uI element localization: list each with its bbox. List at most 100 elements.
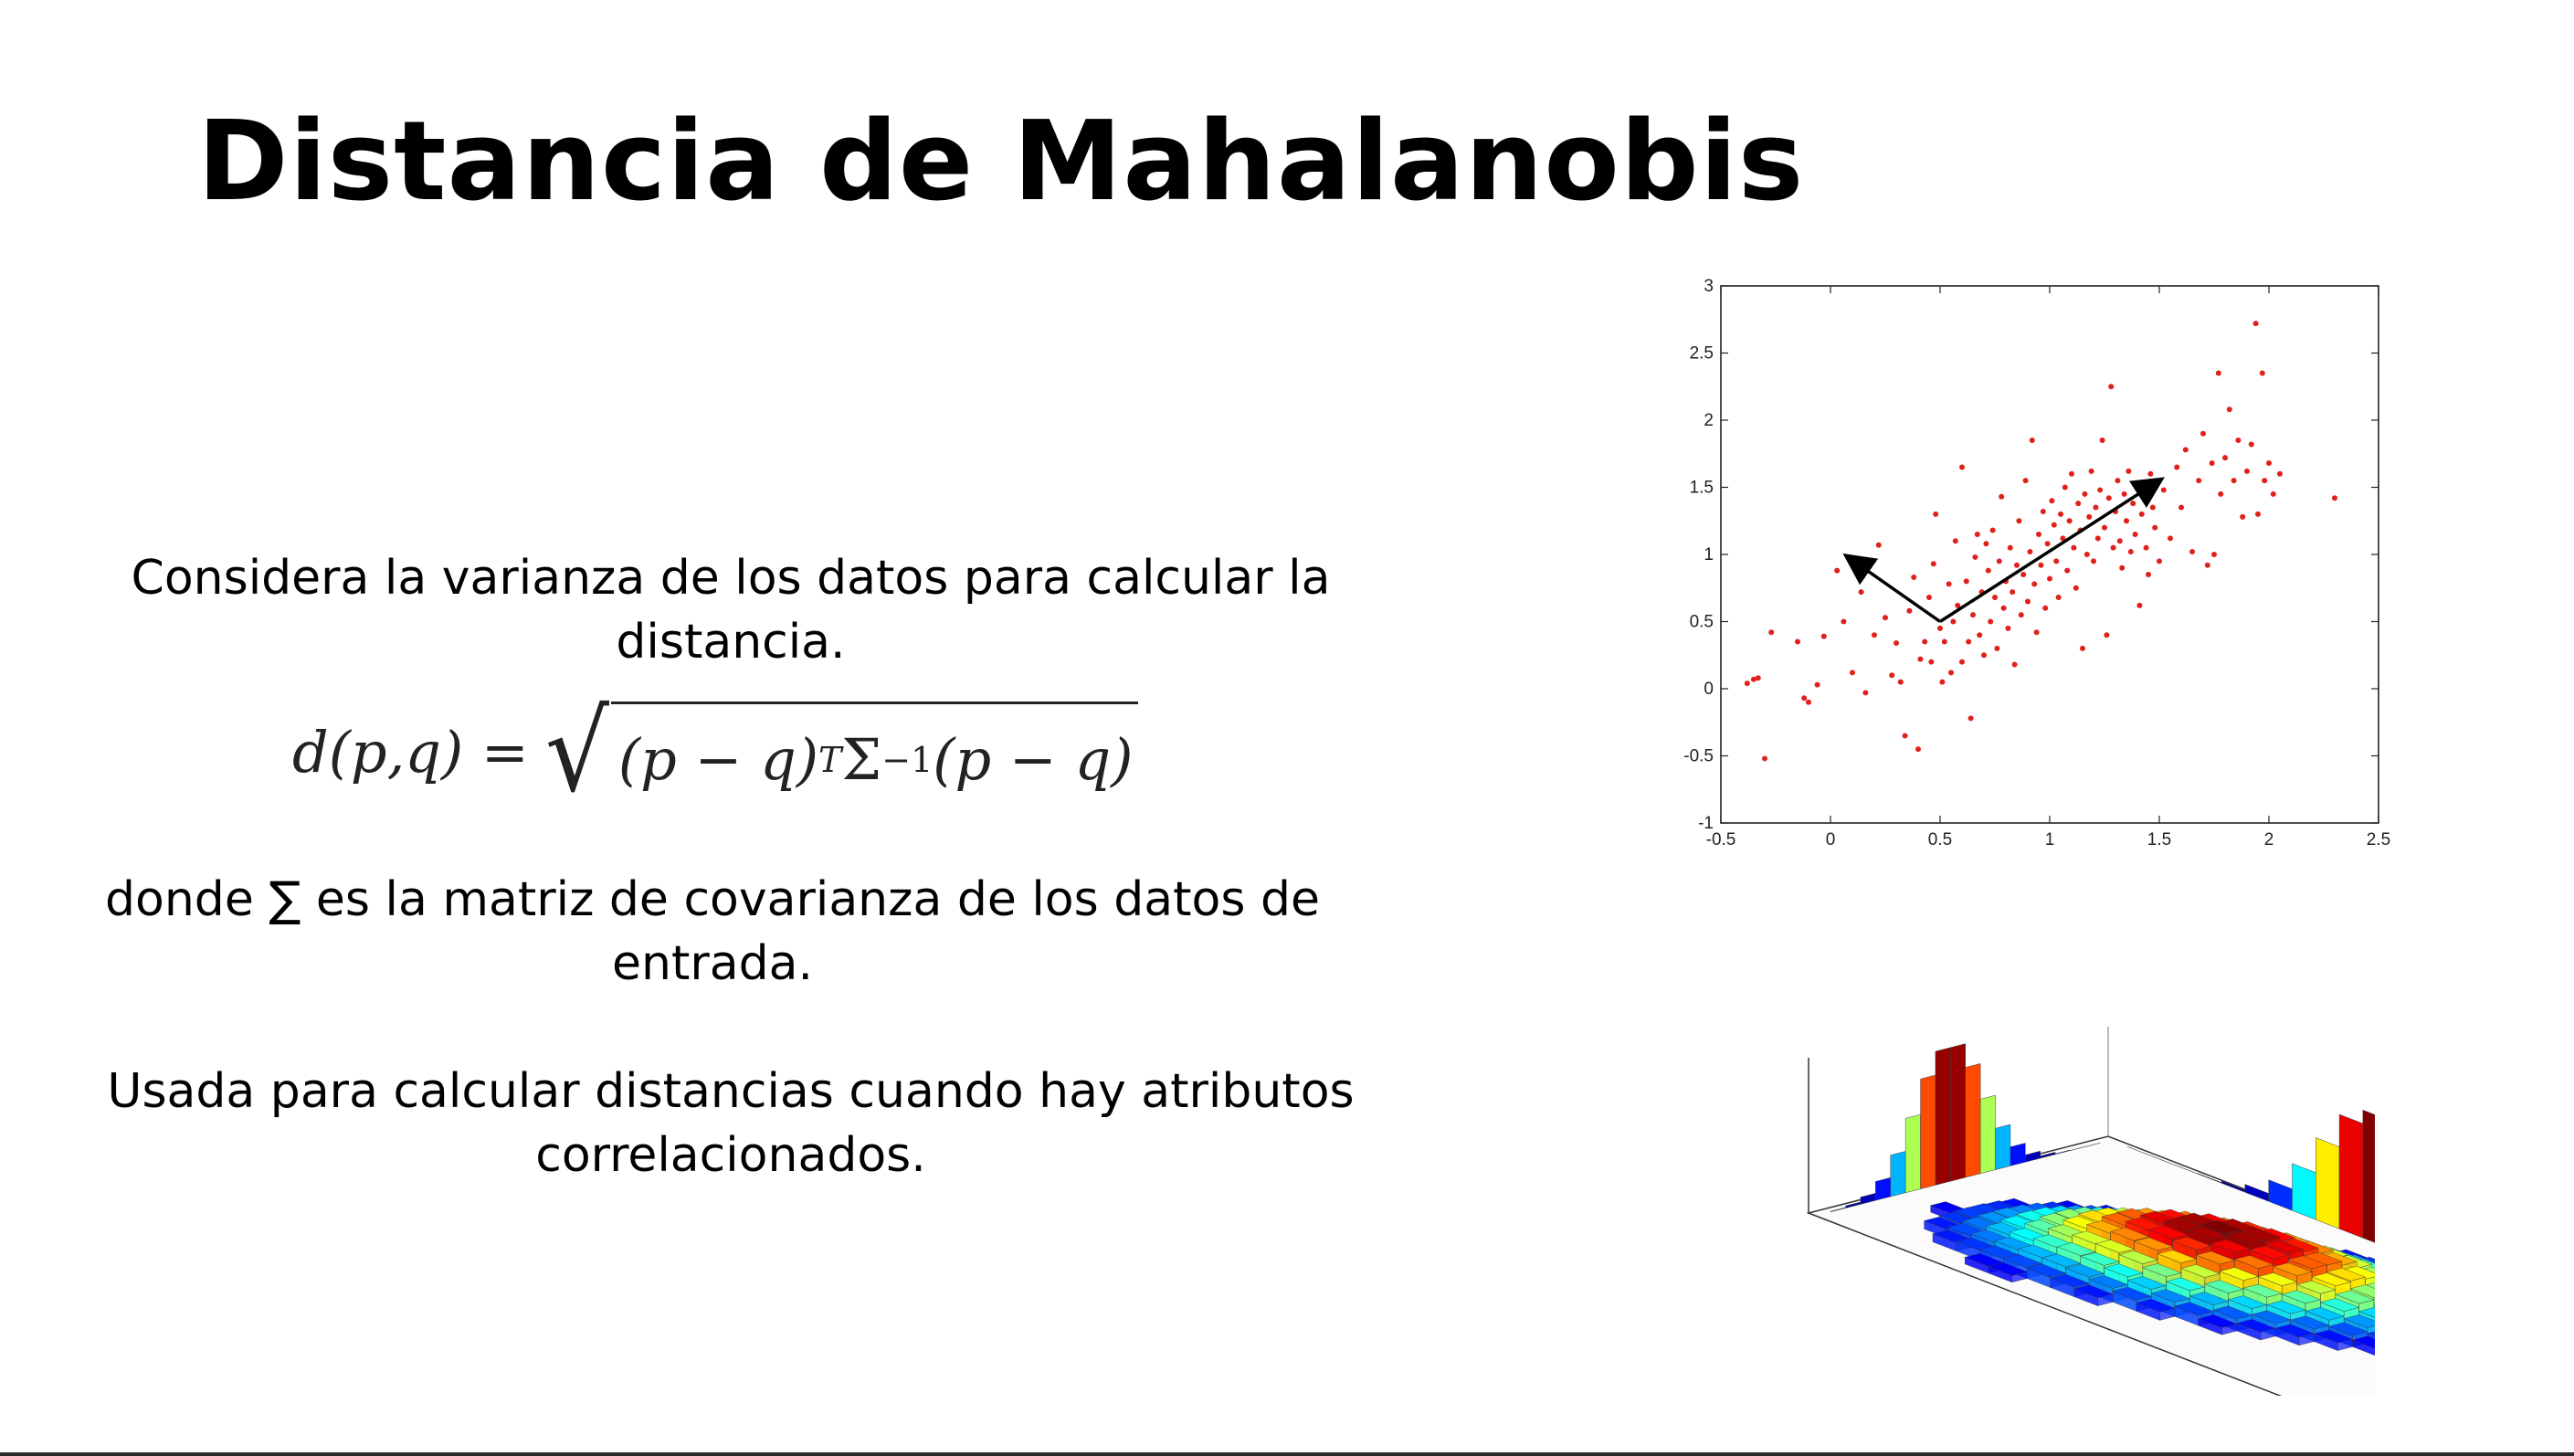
data-point [2215,370,2221,376]
histogram-bar-top [2305,1306,2345,1321]
data-point [2073,585,2079,591]
data-point [2040,508,2046,514]
marginal-bar-right [2316,1137,2340,1229]
histogram-bar-top [2142,1263,2182,1277]
data-point [2152,524,2158,531]
data-point [2332,495,2337,501]
histogram-bar-top [2112,1286,2152,1301]
marginal-bar-right [2362,1109,2375,1243]
x-tick-label: 0 [1826,830,1836,849]
histogram-bar-top [2204,1280,2244,1293]
data-point [1946,581,1952,587]
y-tick-label: 1.5 [1690,479,1714,498]
histogram-bar-top [2118,1250,2158,1264]
data-point [1959,464,1965,470]
data-point [2083,552,2090,557]
data-point [2086,513,2093,520]
histogram-bar-top [2103,1263,2144,1278]
histogram-bar-top [2148,1225,2189,1240]
data-point [2204,562,2210,568]
data-point [2044,541,2051,547]
data-point [1883,615,1888,621]
data-point [1939,679,1946,685]
data-point [2160,487,2167,493]
data-point [1963,578,1969,585]
marginal-bar-left [2025,1150,2041,1163]
histogram-bar-top [2358,1307,2375,1318]
usage-text: Usada para calcular distancias cuando ha… [107,1064,1355,1183]
histogram-bar-top [2174,1302,2214,1316]
histogram-bar-top [2080,1252,2120,1266]
data-point [2135,481,2140,488]
marginal-bar-left [2054,1149,2071,1155]
histogram-bar-top [2251,1310,2292,1324]
data-point [1941,638,1947,645]
data-point [2094,535,2101,542]
data-point [1762,755,1767,762]
bottom-divider [0,1452,2574,1456]
data-point [1955,602,1961,608]
marginal-bar-left [1920,1074,1936,1189]
data-point [1996,558,2002,564]
data-point [1992,595,1998,601]
data-point [2011,661,2018,668]
data-point [1889,672,1895,679]
data-point [1959,659,1965,665]
3d-histogram-image [1806,1027,2375,1396]
data-point [2259,370,2265,376]
data-point [2218,491,2224,497]
data-point [2115,478,2121,484]
data-point [1850,670,1855,676]
histogram-bar-top [2195,1250,2236,1265]
data-point [1906,607,1913,614]
histogram-bar-top [1988,1262,2028,1276]
histogram-bar-top [2136,1298,2176,1313]
marginal-bar-left [1890,1151,1906,1198]
data-point [2055,595,2062,601]
data-point [2031,581,2038,587]
radical-sign-icon: √ [544,687,609,817]
plot-frame [1720,285,2379,824]
marginal-bar-left [2040,1152,2056,1159]
marginal-bar-left [1979,1094,1996,1175]
data-point [1937,625,1943,631]
data-point [2119,564,2126,571]
formula-inverse: −1 [881,739,934,780]
histogram-bar-top [2295,1280,2337,1294]
data-point [1966,638,1972,645]
data-point [1841,618,1847,625]
data-point [2007,544,2013,551]
data-point [2143,544,2149,551]
histogram-bar-top [2313,1329,2354,1344]
data-point [1814,681,1820,688]
data-point [1902,733,1908,739]
data-point [1751,676,1756,682]
histogram-bar-top [2050,1273,2090,1288]
data-point [2080,645,2085,651]
data-point [2126,468,2132,474]
data-point [2138,511,2145,517]
histogram-bar-top [2088,1275,2129,1289]
x-tick-label: 1 [2045,830,2055,849]
data-point [1974,531,1980,537]
square-root: √ (p − q) T Σ −1 (p − q) [545,697,1139,807]
data-point [1795,638,1800,645]
histogram-bar-top [2319,1298,2360,1312]
histogram-bar-top [2002,1254,2043,1268]
marginal-bar-left [1875,1176,1891,1201]
histogram-bar-top [2273,1262,2313,1276]
data-point [2248,441,2254,448]
data-point [2016,518,2022,524]
x-tick-label: 2.5 [2367,830,2390,849]
data-point [1950,618,1957,625]
histogram-bar-top [2180,1264,2221,1278]
histogram-bar-top [2219,1267,2260,1281]
histogram-bar-top [2041,1253,2082,1268]
data-point [1981,652,1987,659]
data-point [1970,612,1976,618]
histogram-bar-top [2274,1324,2316,1338]
data-point [2027,549,2033,555]
x-tick-label: 1.5 [2147,830,2171,849]
histogram-bar-top [2026,1263,2067,1278]
histogram-bar-top [2201,1219,2242,1234]
